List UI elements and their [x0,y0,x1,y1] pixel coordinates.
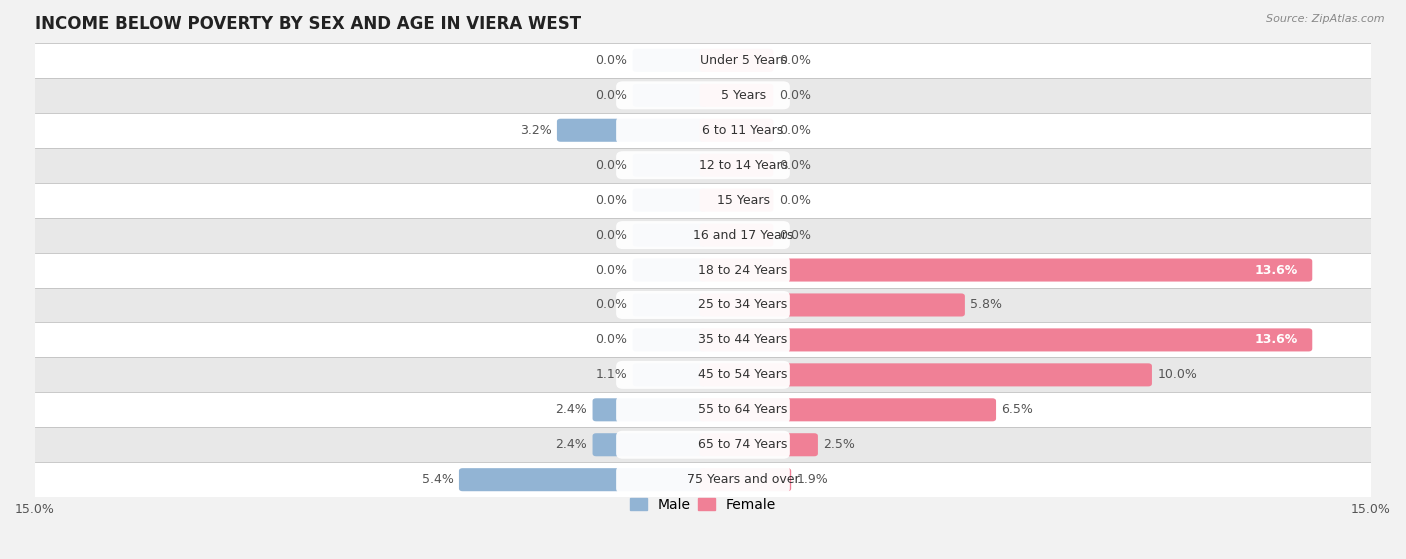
Text: 2.4%: 2.4% [555,403,588,416]
Text: 6.5%: 6.5% [1001,403,1033,416]
Text: 0.0%: 0.0% [595,89,627,102]
FancyBboxPatch shape [616,466,790,494]
Text: 0.0%: 0.0% [779,89,811,102]
Text: 10.0%: 10.0% [1157,368,1197,381]
Text: 13.6%: 13.6% [1254,333,1298,347]
FancyBboxPatch shape [633,49,707,72]
FancyBboxPatch shape [35,357,1371,392]
FancyBboxPatch shape [35,78,1371,113]
FancyBboxPatch shape [616,46,790,74]
FancyBboxPatch shape [616,326,790,354]
Text: 5 Years: 5 Years [720,89,766,102]
FancyBboxPatch shape [616,361,790,389]
FancyBboxPatch shape [633,84,707,107]
FancyBboxPatch shape [35,323,1371,357]
Text: 6 to 11 Years: 6 to 11 Years [703,124,783,137]
FancyBboxPatch shape [633,293,707,316]
FancyBboxPatch shape [699,398,995,421]
Text: 0.0%: 0.0% [779,54,811,67]
FancyBboxPatch shape [699,293,965,316]
Text: 2.5%: 2.5% [824,438,855,451]
Text: 16 and 17 Years: 16 and 17 Years [693,229,793,241]
FancyBboxPatch shape [592,433,707,456]
Text: 12 to 14 Years: 12 to 14 Years [699,159,787,172]
FancyBboxPatch shape [616,396,790,424]
Text: 2.4%: 2.4% [555,438,588,451]
FancyBboxPatch shape [35,217,1371,253]
Text: Source: ZipAtlas.com: Source: ZipAtlas.com [1267,14,1385,24]
FancyBboxPatch shape [699,154,773,177]
Text: 45 to 54 Years: 45 to 54 Years [699,368,787,381]
Text: 0.0%: 0.0% [595,299,627,311]
Text: 0.0%: 0.0% [595,193,627,207]
Text: 0.0%: 0.0% [595,159,627,172]
Legend: Male, Female: Male, Female [624,492,782,518]
Text: 55 to 64 Years: 55 to 64 Years [699,403,787,416]
Text: 0.0%: 0.0% [779,159,811,172]
FancyBboxPatch shape [616,151,790,179]
Text: 1.9%: 1.9% [797,473,828,486]
FancyBboxPatch shape [633,363,707,386]
FancyBboxPatch shape [35,462,1371,497]
FancyBboxPatch shape [616,431,790,459]
FancyBboxPatch shape [35,253,1371,287]
FancyBboxPatch shape [616,221,790,249]
FancyBboxPatch shape [35,183,1371,217]
FancyBboxPatch shape [633,188,707,212]
FancyBboxPatch shape [458,468,707,491]
FancyBboxPatch shape [699,433,818,456]
Text: 0.0%: 0.0% [595,333,627,347]
FancyBboxPatch shape [557,119,707,142]
Text: 35 to 44 Years: 35 to 44 Years [699,333,787,347]
FancyBboxPatch shape [616,81,790,109]
Text: 0.0%: 0.0% [595,263,627,277]
FancyBboxPatch shape [699,328,1312,352]
Text: 65 to 74 Years: 65 to 74 Years [699,438,787,451]
FancyBboxPatch shape [699,188,773,212]
Text: INCOME BELOW POVERTY BY SEX AND AGE IN VIERA WEST: INCOME BELOW POVERTY BY SEX AND AGE IN V… [35,15,581,33]
FancyBboxPatch shape [699,119,773,142]
FancyBboxPatch shape [35,113,1371,148]
Text: 18 to 24 Years: 18 to 24 Years [699,263,787,277]
Text: Under 5 Years: Under 5 Years [700,54,786,67]
FancyBboxPatch shape [592,398,707,421]
Text: 75 Years and over: 75 Years and over [686,473,800,486]
FancyBboxPatch shape [699,224,773,247]
FancyBboxPatch shape [616,116,790,144]
Text: 0.0%: 0.0% [595,229,627,241]
FancyBboxPatch shape [616,186,790,214]
FancyBboxPatch shape [35,287,1371,323]
FancyBboxPatch shape [699,468,792,491]
Text: 0.0%: 0.0% [779,124,811,137]
FancyBboxPatch shape [616,291,790,319]
FancyBboxPatch shape [35,427,1371,462]
FancyBboxPatch shape [699,84,773,107]
FancyBboxPatch shape [35,392,1371,427]
FancyBboxPatch shape [616,256,790,284]
Text: 0.0%: 0.0% [779,229,811,241]
Text: 25 to 34 Years: 25 to 34 Years [699,299,787,311]
Text: 0.0%: 0.0% [779,193,811,207]
Text: 5.8%: 5.8% [970,299,1002,311]
FancyBboxPatch shape [699,363,1152,386]
FancyBboxPatch shape [633,328,707,352]
Text: 1.1%: 1.1% [596,368,627,381]
Text: 5.4%: 5.4% [422,473,454,486]
Text: 13.6%: 13.6% [1254,263,1298,277]
Text: 15 Years: 15 Years [717,193,769,207]
FancyBboxPatch shape [35,43,1371,78]
FancyBboxPatch shape [699,258,1312,282]
FancyBboxPatch shape [35,148,1371,183]
Text: 0.0%: 0.0% [595,54,627,67]
FancyBboxPatch shape [699,49,773,72]
FancyBboxPatch shape [633,154,707,177]
Text: 3.2%: 3.2% [520,124,551,137]
FancyBboxPatch shape [633,258,707,282]
FancyBboxPatch shape [633,224,707,247]
